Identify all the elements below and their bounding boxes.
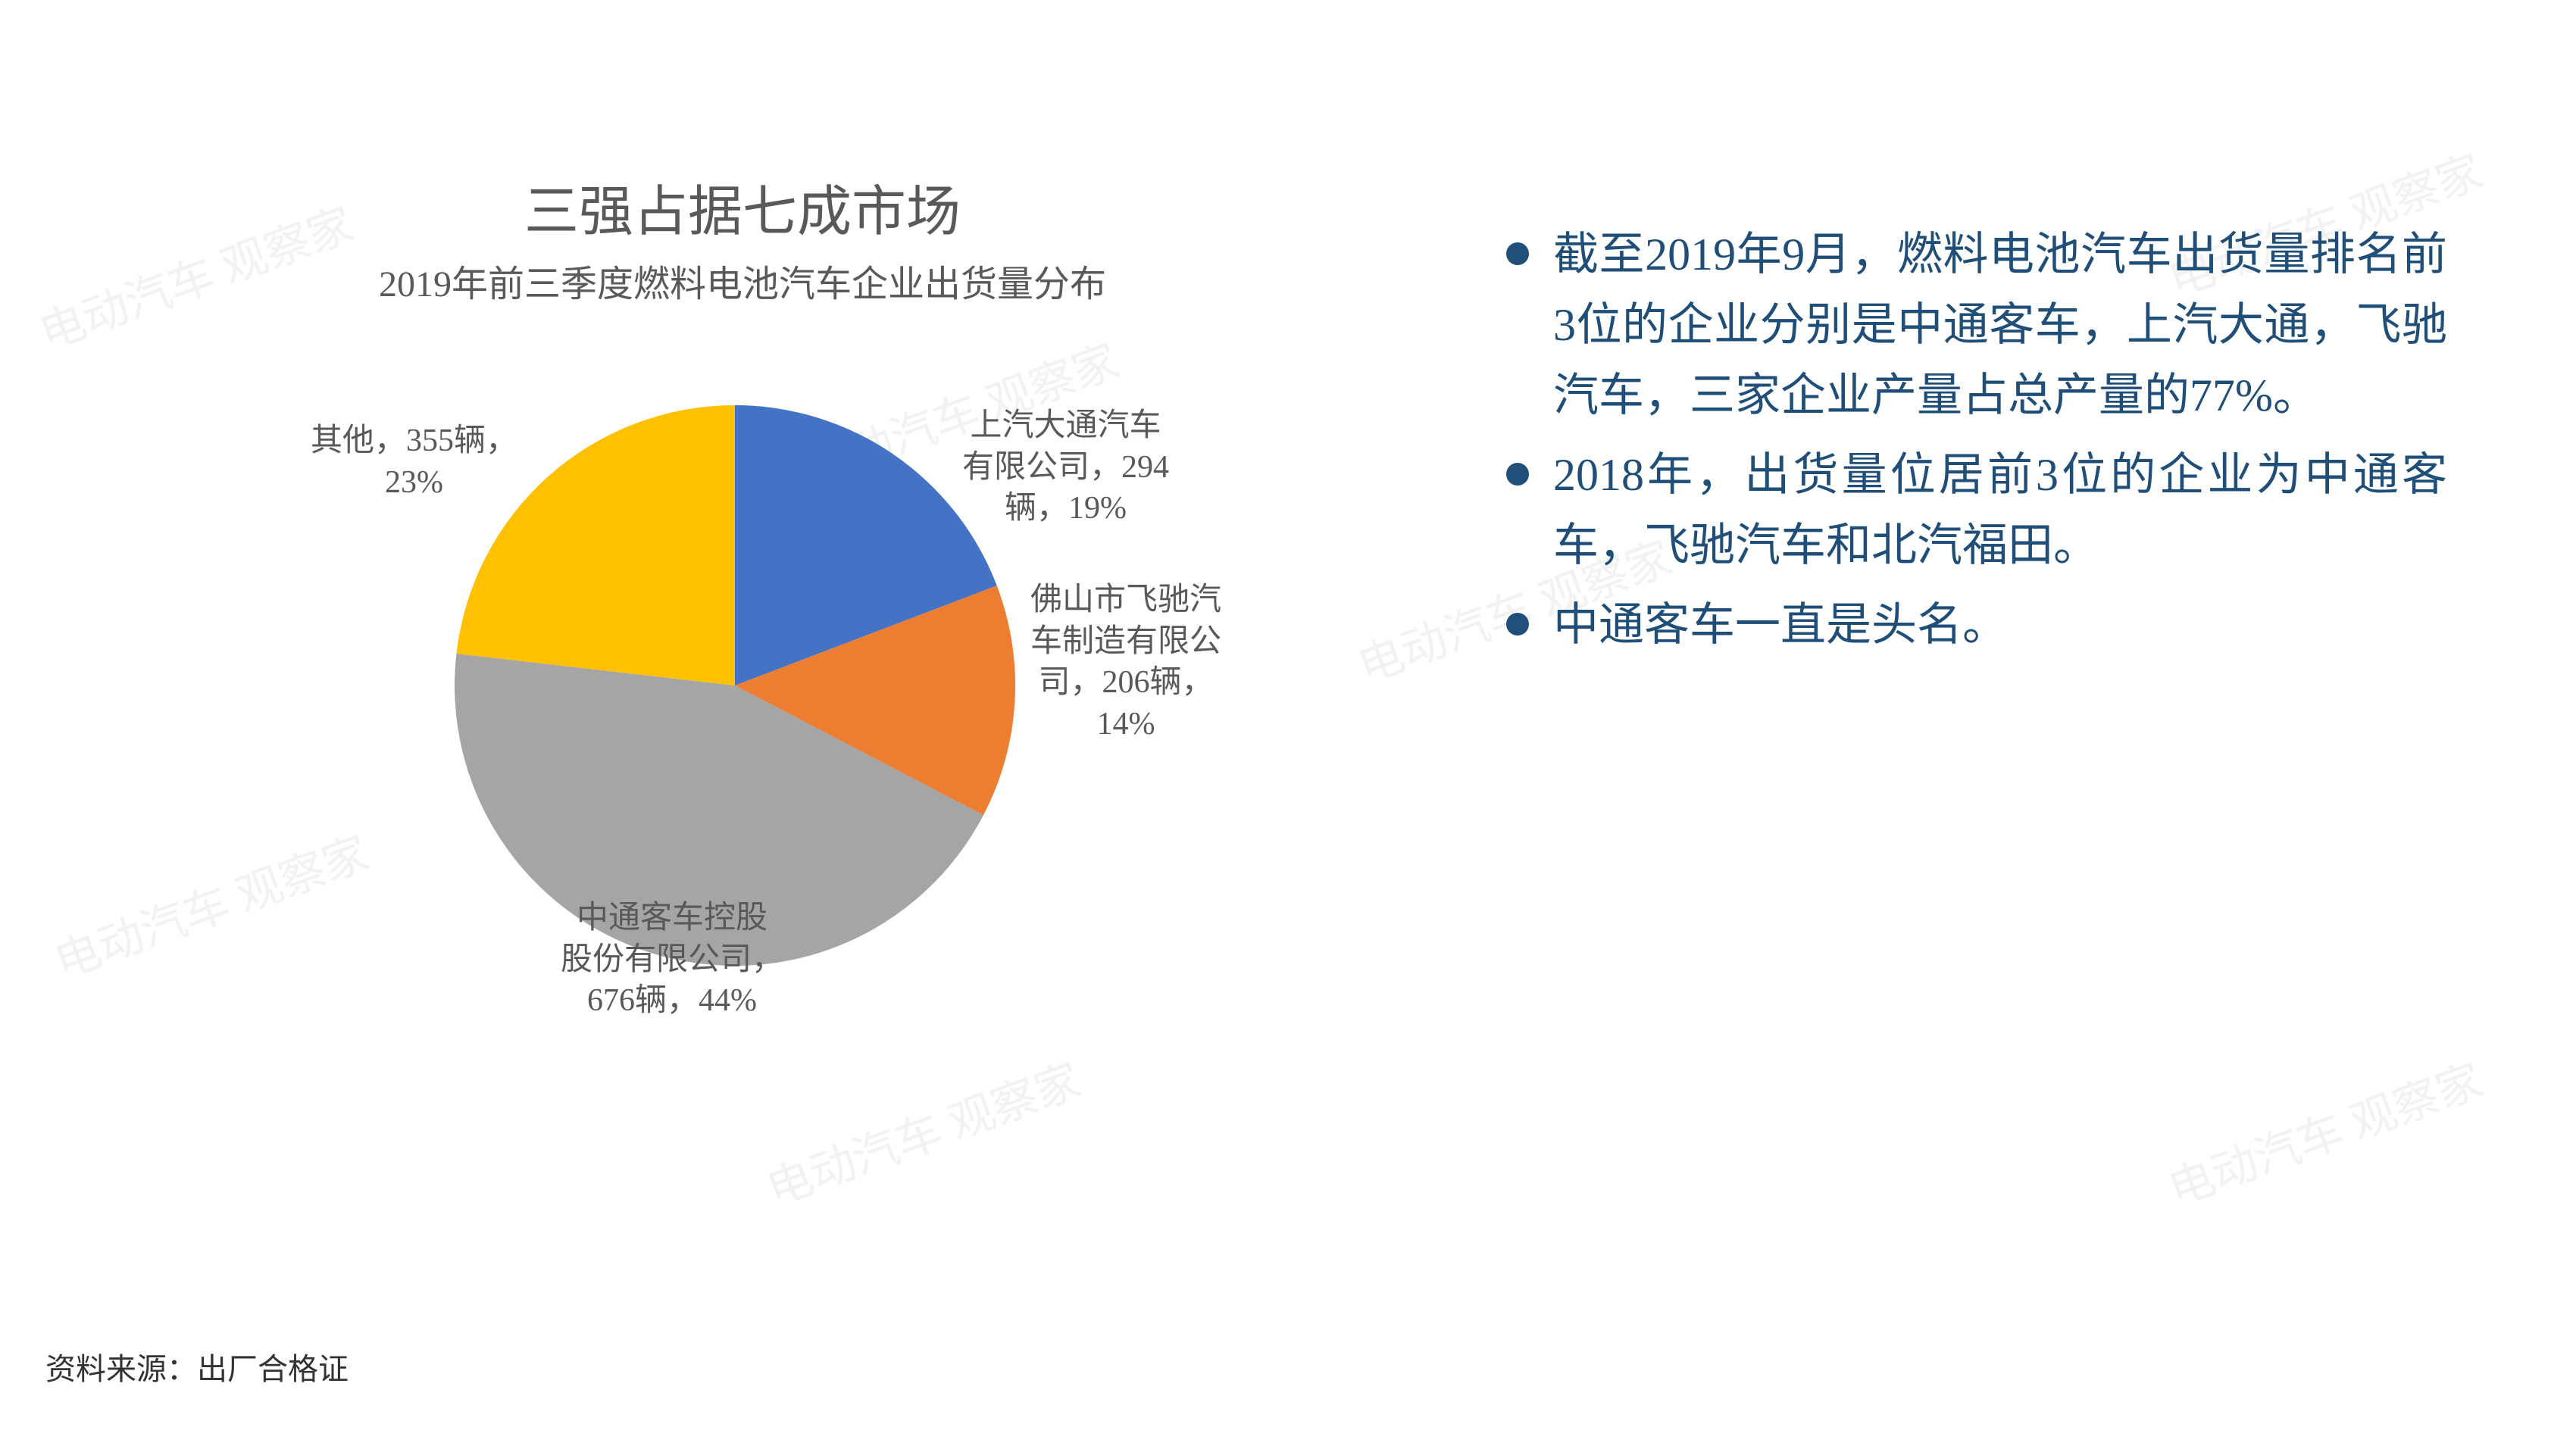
slice-label-zhongtong: 中通客车控股 股份有限公司， 676辆，44%	[561, 898, 783, 1022]
slice-label-foshan-feichi: 佛山市飞驰汽 车制造有限公 司，206辆， 14%	[1030, 579, 1221, 745]
bullet-item: 2018年，出货量位居前3位的企业为中通客车，飞驰汽车和北汽福田。	[1500, 440, 2447, 581]
source-note: 资料来源：出厂合格证	[45, 1344, 349, 1388]
pie-chart	[455, 405, 1015, 966]
pie-chart-region: 三强占据七成市场 2019年前三季度燃料电池汽车企业出货量分布 上汽大通汽车 有…	[136, 167, 1349, 1227]
chart-title: 三强占据七成市场	[136, 167, 1349, 246]
bullet-item: 中通客车一直是头名。	[1500, 590, 2447, 660]
slice-label-saic-maxus: 上汽大通汽车 有限公司，294 辆，19%	[962, 405, 1169, 529]
bullet-list: 截至2019年9月，燃料电池汽车出货量排名前3位的企业分别是中通客车，上汽大通，…	[1500, 220, 2447, 670]
slide: 电动汽车 观察家 电动汽车 观察家 电动汽车 观察家 电动汽车 观察家 电动汽车…	[0, 0, 2576, 1449]
chart-subtitle: 2019年前三季度燃料电池汽车企业出货量分布	[136, 254, 1349, 307]
watermark: 电动汽车 观察家	[2158, 1044, 2490, 1219]
pie-holder: 上汽大通汽车 有限公司，294 辆，19% 佛山市飞驰汽 车制造有限公 司，20…	[136, 337, 1349, 1095]
bullet-item: 截至2019年9月，燃料电池汽车出货量排名前3位的企业分别是中通客车，上汽大通，…	[1500, 220, 2447, 431]
slice-label-other: 其他，355辆， 23%	[311, 420, 517, 503]
